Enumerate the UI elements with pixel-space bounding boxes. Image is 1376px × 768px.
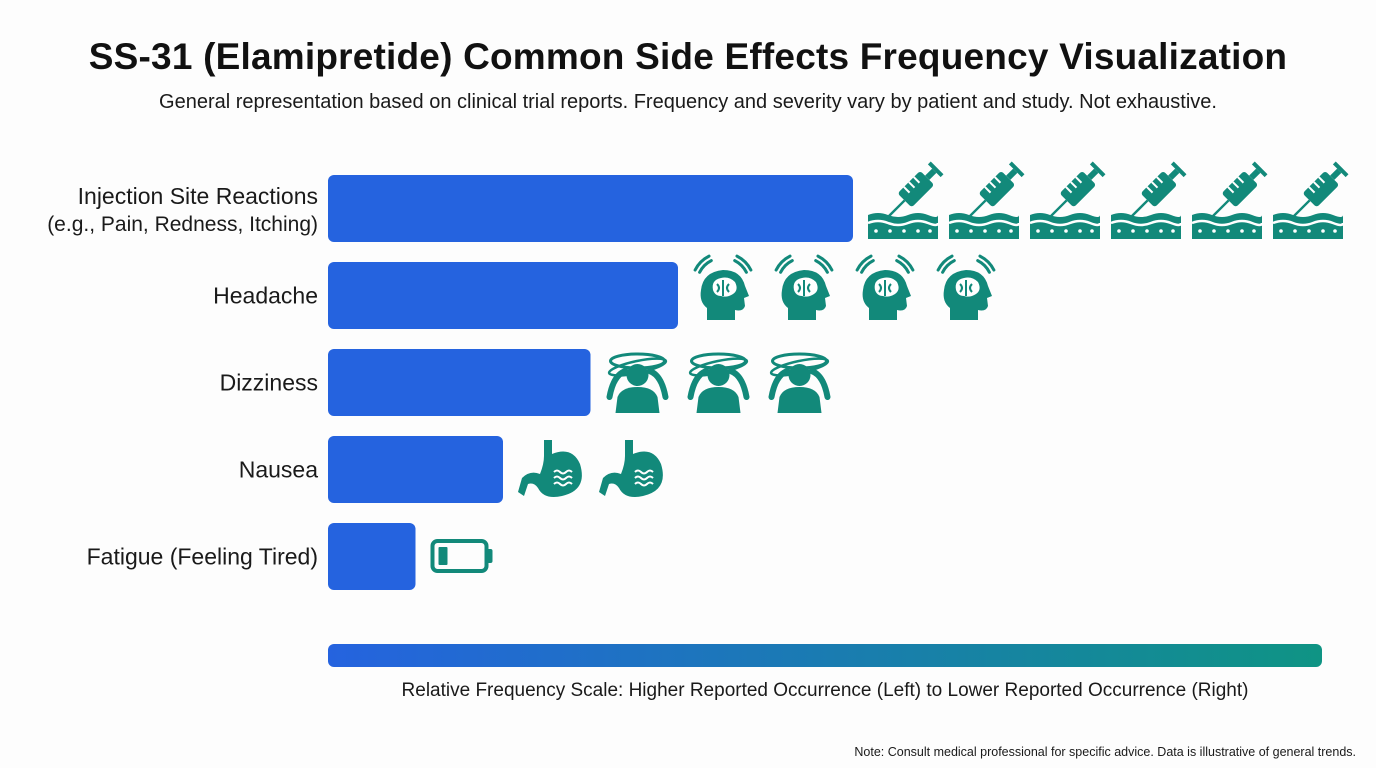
- headache-icon: [936, 254, 996, 320]
- syringe-icon: [1272, 161, 1349, 239]
- syringe-icon: [1110, 161, 1187, 239]
- bar-row: Injection Site Reactions (e.g., Pain, Red…: [47, 161, 1349, 242]
- bar: [328, 175, 853, 242]
- scale-caption: Relative Frequency Scale: Higher Reporte…: [401, 680, 1249, 701]
- footer-note: Note: Consult medical professional for s…: [854, 745, 1356, 759]
- syringe-icon: [948, 161, 1025, 239]
- category-label: Headache: [213, 283, 318, 309]
- bar: [328, 436, 503, 503]
- dizziness-icon: [768, 352, 831, 413]
- chart-rows: Injection Site Reactions (e.g., Pain, Red…: [47, 161, 1349, 590]
- category-label: Nausea: [239, 457, 318, 483]
- dizziness-icon: [687, 352, 750, 413]
- headache-icon: [693, 254, 753, 320]
- chart-subtitle: General representation based on clinical…: [159, 91, 1217, 113]
- syringe-icon: [1191, 161, 1268, 239]
- headache-icon: [855, 254, 915, 320]
- frequency-scale-bar: [328, 644, 1322, 667]
- category-sublabel: (e.g., Pain, Redness, Itching): [47, 213, 318, 236]
- bar: [328, 349, 591, 416]
- category-label: Dizziness: [220, 370, 318, 396]
- stomach-icon: [518, 440, 582, 497]
- headache-icon: [774, 254, 834, 320]
- bar-row: Fatigue (Feeling Tired): [87, 523, 493, 590]
- dizziness-icon: [606, 352, 669, 413]
- syringe-icon: [1029, 161, 1106, 239]
- stomach-icon: [599, 440, 663, 497]
- low-battery-icon: [430, 539, 493, 573]
- category-label: Injection Site Reactions: [78, 183, 318, 209]
- bar-row: Headache: [213, 254, 996, 329]
- bar-row: Dizziness: [220, 349, 831, 416]
- chart-title: SS-31 (Elamipretide) Common Side Effects…: [88, 36, 1288, 77]
- bar-row: Nausea: [239, 436, 663, 503]
- bar: [328, 262, 678, 329]
- category-label: Fatigue (Feeling Tired): [87, 544, 318, 570]
- syringe-icon: [867, 161, 944, 239]
- bar: [328, 523, 416, 590]
